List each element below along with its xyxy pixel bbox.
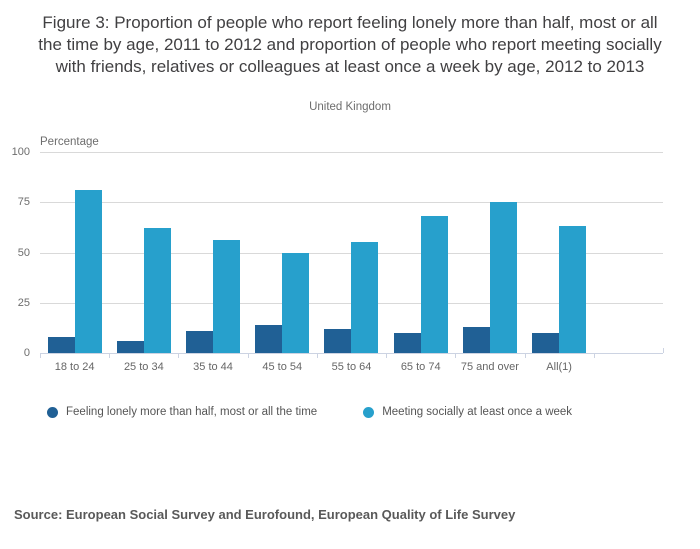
lonely-bar[interactable] bbox=[255, 324, 283, 353]
lonely-bar[interactable] bbox=[393, 332, 421, 353]
legend-dot-icon bbox=[363, 406, 375, 418]
x-axis-category-label: 75 and over bbox=[460, 361, 519, 373]
legend-item-social[interactable]: Meeting socially at least once a week bbox=[363, 406, 572, 418]
x-axis-category-label: 35 to 44 bbox=[193, 361, 233, 373]
x-axis-tick bbox=[247, 353, 249, 358]
category-slot bbox=[594, 152, 663, 353]
y-axis-unit-label: Percentage bbox=[40, 136, 99, 148]
chart-title: Figure 3: Proportion of people who repor… bbox=[38, 13, 662, 76]
category-slot bbox=[525, 152, 594, 353]
x-axis-tick bbox=[178, 353, 180, 358]
social-bar[interactable] bbox=[489, 202, 517, 353]
x-axis-tick bbox=[40, 353, 41, 358]
x-axis-category-label: 18 to 24 bbox=[54, 361, 95, 373]
x-axis-category-label: 45 to 54 bbox=[262, 361, 303, 373]
plot-area bbox=[40, 152, 664, 358]
social-bar[interactable] bbox=[213, 240, 241, 353]
y-axis-tick-label: 0 bbox=[23, 347, 30, 359]
social-bar[interactable] bbox=[282, 252, 310, 353]
legend-label: Feeling lonely more than half, most or a… bbox=[66, 406, 318, 418]
category-slot bbox=[317, 152, 386, 353]
y-axis-tick-label: 75 bbox=[17, 196, 30, 209]
social-bar[interactable] bbox=[74, 190, 102, 353]
x-axis-tick bbox=[455, 353, 457, 358]
gridline bbox=[40, 152, 663, 153]
x-axis-line bbox=[40, 353, 663, 354]
social-bar[interactable] bbox=[143, 228, 171, 353]
x-axis-category-label: 55 to 64 bbox=[331, 361, 372, 373]
x-axis-tick bbox=[109, 353, 111, 358]
category-slot bbox=[386, 152, 455, 353]
x-axis-tick bbox=[386, 353, 388, 358]
source-note: Source: European Social Survey and Eurof… bbox=[14, 507, 516, 522]
lonely-bar[interactable] bbox=[116, 340, 144, 353]
lonely-bar[interactable] bbox=[186, 330, 214, 353]
category-slot bbox=[248, 152, 317, 353]
bar-slots bbox=[40, 152, 663, 353]
lonely-bar[interactable] bbox=[462, 326, 490, 353]
lonely-bar[interactable] bbox=[47, 336, 75, 353]
lonely-bar[interactable] bbox=[532, 332, 560, 353]
social-bar[interactable] bbox=[559, 226, 587, 353]
x-axis-category-label: 25 to 34 bbox=[123, 361, 164, 373]
x-axis-tick bbox=[316, 353, 318, 358]
x-axis-tick bbox=[524, 353, 526, 358]
x-axis-labels: 18 to 24 25 to 34 35 to 44 45 to 54 55 to 64… bbox=[40, 361, 663, 373]
legend-item-lonely[interactable]: Feeling lonely more than half, most or a… bbox=[47, 406, 317, 418]
x-axis-tick bbox=[663, 348, 664, 353]
gridline bbox=[40, 202, 663, 204]
category-slot bbox=[40, 152, 109, 353]
chart-subtitle: United Kingdom bbox=[309, 101, 391, 113]
social-bar[interactable] bbox=[420, 216, 448, 353]
y-axis-tick-label: 100 bbox=[11, 146, 30, 158]
category-slot bbox=[178, 152, 247, 353]
y-axis-labels: 0 25 50 75 100 bbox=[0, 0, 30, 549]
y-axis-tick-label: 50 bbox=[17, 246, 30, 259]
y-axis-tick-label: 25 bbox=[17, 296, 30, 309]
category-slot bbox=[109, 152, 178, 353]
x-axis-tick bbox=[593, 353, 595, 358]
x-axis-category-label: All(1) bbox=[546, 361, 572, 373]
x-axis-category-label bbox=[594, 361, 663, 373]
lonely-bar[interactable] bbox=[324, 328, 352, 353]
social-bar[interactable] bbox=[351, 242, 379, 353]
x-axis-category-label: 65 to 74 bbox=[400, 361, 441, 373]
category-slot bbox=[455, 152, 524, 353]
legend-dot-icon bbox=[47, 406, 58, 418]
legend-label: Meeting socially at least once a week bbox=[382, 406, 573, 418]
legend: Feeling lonely more than half, most or a… bbox=[47, 406, 572, 418]
